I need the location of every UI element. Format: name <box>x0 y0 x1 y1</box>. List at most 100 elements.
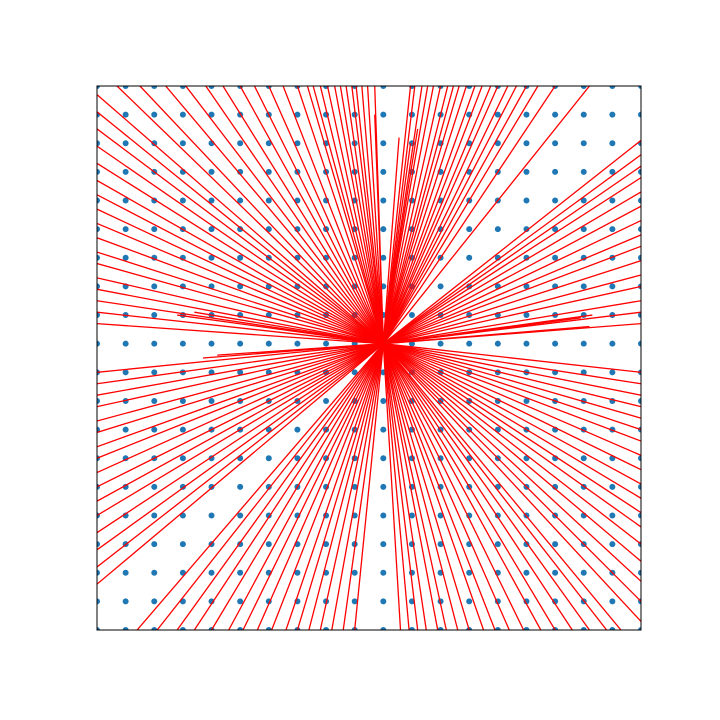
scatter-point <box>294 455 301 462</box>
ray-line <box>382 86 442 344</box>
scatter-point <box>265 168 272 175</box>
scatter-point <box>237 254 244 261</box>
scatter-point <box>265 455 272 462</box>
ray-line <box>194 311 384 345</box>
scatter-point <box>122 140 129 147</box>
scatter-point <box>294 426 301 433</box>
ray-line <box>382 86 460 344</box>
scatter-point <box>380 627 387 630</box>
scatter-point <box>523 598 530 605</box>
scatter-point <box>151 598 158 605</box>
scatter-point <box>208 569 215 576</box>
ray-line <box>383 343 641 373</box>
scatter-point <box>380 483 387 490</box>
scatter-point <box>151 541 158 548</box>
scatter-point <box>265 197 272 204</box>
scatter-point <box>609 111 616 118</box>
scatter-point <box>323 541 330 548</box>
scatter-point <box>208 111 215 118</box>
ray-line <box>383 343 641 385</box>
scatter-point <box>323 340 330 347</box>
scatter-point <box>580 140 587 147</box>
ray-line <box>97 343 384 534</box>
ray-line <box>382 343 402 630</box>
scatter-point <box>552 197 559 204</box>
scatter-point <box>97 254 100 261</box>
scatter-point <box>580 226 587 233</box>
scatter-point <box>122 168 129 175</box>
scatter-point <box>609 197 616 204</box>
scatter-point <box>151 111 158 118</box>
ray-line <box>382 86 499 344</box>
scatter-point <box>294 111 301 118</box>
ray-line <box>382 343 470 630</box>
scatter-point <box>523 312 530 319</box>
scatter-point <box>494 111 501 118</box>
scatter-point <box>552 483 559 490</box>
scatter-point <box>237 197 244 204</box>
scatter-point <box>523 283 530 290</box>
ray-line <box>382 343 641 545</box>
scatter-point <box>638 569 641 576</box>
ray-line <box>382 343 542 630</box>
scatter-point <box>97 340 100 347</box>
scatter-point <box>466 569 473 576</box>
scatter-point <box>408 312 415 319</box>
ray-line <box>176 343 384 630</box>
scatter-point <box>265 483 272 490</box>
ray-line <box>97 343 384 448</box>
scatter-point <box>580 168 587 175</box>
scatter-point <box>208 254 215 261</box>
ray-line <box>382 128 419 344</box>
ray-line <box>97 343 384 502</box>
scatter-point <box>638 254 641 261</box>
ray-line <box>97 343 384 422</box>
scatter-point <box>122 483 129 490</box>
scatter-point <box>380 512 387 519</box>
scatter-point <box>580 369 587 376</box>
scatter-point <box>638 86 641 89</box>
ray-line <box>383 343 641 456</box>
ray-line <box>382 191 641 345</box>
ray-line <box>382 86 435 344</box>
scatter-point <box>237 168 244 175</box>
scatter-point <box>437 541 444 548</box>
scatter-point <box>638 226 641 233</box>
scatter-point <box>151 569 158 576</box>
scatter-point <box>97 541 100 548</box>
ray-line <box>382 86 539 345</box>
ray-line <box>97 94 384 345</box>
scatter-point <box>609 627 616 630</box>
scatter-point <box>494 541 501 548</box>
scatter-point <box>609 86 616 89</box>
scatter-point <box>380 541 387 548</box>
scatter-point <box>122 254 129 261</box>
scatter-point <box>323 627 330 630</box>
scatter-point <box>179 541 186 548</box>
scatter-point <box>179 197 186 204</box>
scatter-point <box>494 340 501 347</box>
ray-line <box>97 322 384 345</box>
scatter-point <box>380 86 387 89</box>
scatter-point <box>151 369 158 376</box>
ray-line <box>271 343 384 630</box>
ray-line <box>342 343 384 630</box>
ray-line <box>383 285 641 345</box>
scatter-point <box>97 312 100 319</box>
scatter-point <box>122 369 129 376</box>
scatter-point <box>237 569 244 576</box>
scatter-point <box>208 226 215 233</box>
scatter-point <box>323 397 330 404</box>
ray-line <box>217 343 384 356</box>
ray-line <box>334 86 384 344</box>
ray-line <box>354 343 384 630</box>
scatter-point <box>351 569 358 576</box>
ray-line <box>382 343 496 630</box>
scatter-point <box>609 340 616 347</box>
ray-line <box>97 343 384 585</box>
scatter-point <box>179 340 186 347</box>
scatter-point <box>638 455 641 462</box>
scatter-point <box>609 226 616 233</box>
scatter-point <box>265 541 272 548</box>
scatter-point <box>208 86 215 89</box>
